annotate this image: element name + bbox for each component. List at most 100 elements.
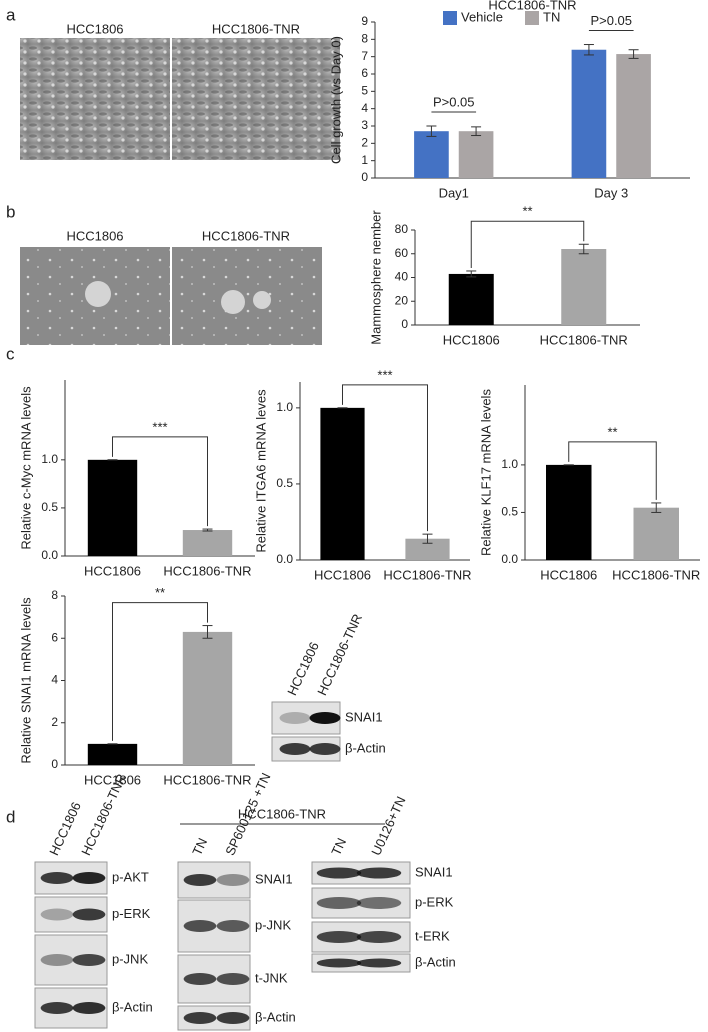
annotation: ** — [522, 204, 532, 219]
blot-band — [316, 958, 362, 968]
panel-label: a — [6, 5, 16, 24]
bar — [320, 407, 365, 560]
sphere — [221, 290, 245, 314]
micrograph — [172, 247, 322, 345]
x-tick-label: HCC1806 — [443, 332, 500, 347]
annotation: P>0.05 — [590, 13, 632, 28]
x-tick-label: Day1 — [439, 185, 469, 200]
blot-band — [72, 954, 106, 966]
blot-band — [356, 867, 402, 879]
band-label: β-Actin — [112, 999, 153, 1014]
x-tick-label: HCC1806 — [84, 563, 141, 578]
x-tick-label: Day 3 — [594, 185, 628, 200]
blot-band — [356, 897, 402, 909]
band-label: SNAI1 — [255, 871, 293, 886]
legend-label: TN — [543, 9, 560, 24]
y-tick-label: 9 — [361, 14, 368, 28]
blot-band — [309, 712, 341, 724]
y-tick-label: 0.5 — [41, 500, 58, 514]
bar — [182, 631, 233, 765]
y-tick-label: 8 — [361, 32, 368, 46]
blot-band — [279, 743, 311, 755]
band-label: t-ERK — [415, 928, 450, 943]
y-axis-label: Mammosphere nember — [368, 210, 383, 345]
band-label: p-AKT — [112, 869, 149, 884]
blot-band — [72, 908, 106, 921]
annotation: ** — [155, 585, 165, 600]
blot-band — [216, 920, 250, 932]
y-tick-label: 0.5 — [276, 476, 293, 490]
image-label: HCC1806 — [66, 21, 123, 36]
band-label: β-Actin — [345, 740, 386, 755]
y-tick-label: 0.0 — [41, 548, 58, 562]
legend-swatch — [525, 11, 539, 25]
bar — [561, 249, 607, 325]
y-tick-label: 4 — [361, 101, 368, 115]
y-tick-label: 40 — [395, 270, 409, 284]
blot-band — [356, 958, 402, 968]
y-tick-label: 0.0 — [501, 552, 518, 566]
blot-band — [356, 931, 402, 943]
y-tick-label: 3 — [361, 118, 368, 132]
x-tick-label: HCC1806-TNR — [383, 567, 471, 582]
significance-bracket — [112, 602, 208, 741]
band-label: β-Actin — [415, 954, 456, 969]
y-tick-label: 0.5 — [501, 505, 518, 519]
blot-band — [183, 973, 217, 985]
x-tick-label: HCC1806 — [540, 567, 597, 582]
blot-band — [216, 973, 250, 985]
blot-band — [316, 931, 362, 943]
lane-label: HCC1806-TNR — [314, 611, 365, 697]
blot-band — [72, 1002, 106, 1014]
sphere — [253, 291, 271, 309]
blot-header: HCC1806-TNR — [238, 806, 326, 821]
annotation: P>0.05 — [433, 94, 475, 109]
bar — [571, 49, 607, 178]
y-axis-label: Relative KLF17 mRNA levels — [478, 389, 493, 556]
y-tick-label: 5 — [361, 84, 368, 98]
x-tick-label: HCC1806-TNR — [612, 567, 700, 582]
lane-label: TN — [328, 836, 349, 858]
blot-band — [183, 874, 217, 886]
y-axis-label: Relative c-Myc mRNA levels — [18, 386, 33, 550]
annotation: *** — [152, 419, 167, 434]
legend-label: Vehicle — [461, 9, 503, 24]
blot-band — [316, 867, 362, 879]
blot-band — [72, 872, 106, 884]
lane-label: TN — [189, 836, 210, 858]
bar — [414, 131, 449, 178]
bar — [633, 507, 679, 560]
y-tick-label: 1.0 — [501, 457, 518, 471]
blot-band — [183, 920, 217, 932]
blot-band — [40, 872, 74, 884]
y-tick-label: 2 — [51, 715, 58, 729]
x-tick-label: HCC1806-TNR — [540, 332, 628, 347]
significance-bracket — [568, 441, 657, 500]
blot-band — [279, 712, 311, 724]
x-tick-label: HCC1806 — [314, 567, 371, 582]
y-axis-label: Relative ITGA6 mRNA leves — [253, 389, 268, 553]
bar — [546, 464, 592, 560]
image-label: HCC1806-TNR — [202, 228, 290, 243]
legend-swatch — [443, 11, 457, 25]
image-label: HCC1806-TNR — [212, 21, 300, 36]
y-tick-label: 0.0 — [276, 552, 293, 566]
y-axis-label: Cell growth (vs Day 0) — [328, 36, 343, 164]
sphere — [85, 281, 111, 307]
x-tick-label: HCC1806 — [84, 772, 141, 787]
x-tick-label: HCC1806-TNR — [163, 563, 251, 578]
y-tick-label: 7 — [361, 49, 368, 63]
band-label: p-JNK — [255, 917, 291, 932]
bar — [405, 538, 450, 560]
annotation: ** — [607, 424, 617, 439]
lane-label: U0126+TN — [368, 794, 408, 858]
bar — [182, 530, 233, 556]
bar — [87, 743, 138, 765]
band-label: t-JNK — [255, 970, 288, 985]
blot-band — [40, 908, 74, 921]
y-tick-label: 0 — [401, 317, 408, 331]
legend-title: HCC1806-TNR — [488, 0, 576, 12]
blot-band — [183, 1012, 217, 1024]
band-label: p-ERK — [112, 906, 151, 921]
bar — [87, 459, 138, 556]
